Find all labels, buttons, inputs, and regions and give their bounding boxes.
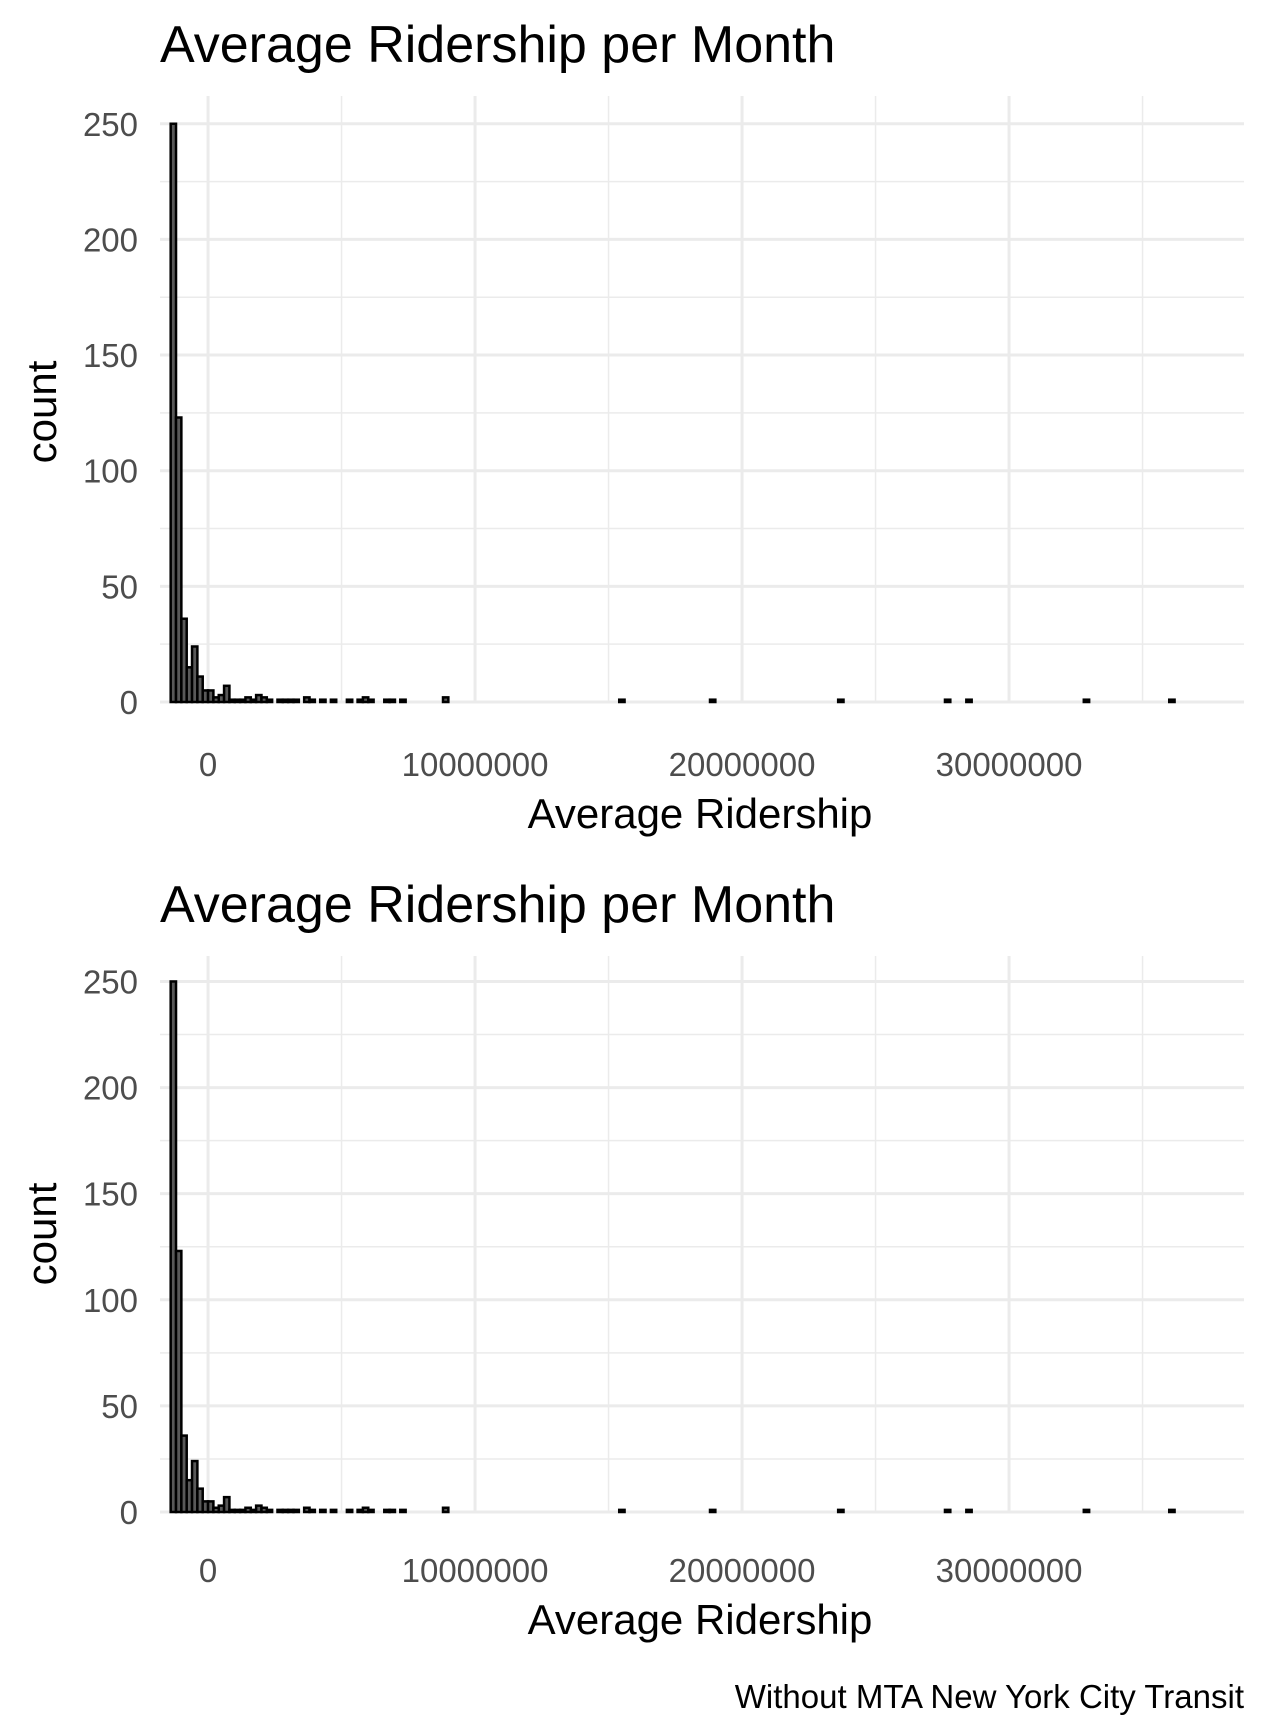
x-tick-label: 10000000 xyxy=(402,746,549,783)
histogram-bar xyxy=(222,684,231,704)
histogram-bar xyxy=(441,1506,450,1514)
histogram-bar xyxy=(617,698,626,704)
histogram-bar xyxy=(190,1459,199,1514)
histogram-bar xyxy=(943,698,952,704)
histogram-bar xyxy=(388,698,397,704)
histogram-bar xyxy=(617,1508,626,1514)
x-tick-label: 20000000 xyxy=(669,746,816,783)
histogram-bar xyxy=(1082,698,1091,704)
y-tick-label: 50 xyxy=(101,568,138,605)
gridlines xyxy=(160,96,1244,704)
y-tick-label: 200 xyxy=(83,221,138,258)
x-axis-title: Average Ridership xyxy=(528,790,873,837)
x-tick-label: 30000000 xyxy=(936,746,1083,783)
histogram-bar xyxy=(190,645,199,704)
histogram-bars xyxy=(169,980,1176,1514)
y-tick-label: 200 xyxy=(83,1070,138,1107)
y-axis-title: count xyxy=(18,1182,65,1285)
x-tick-label: 0 xyxy=(199,1552,217,1589)
histogram-panel-bottom: Average Ridership per Month 0 50 100 150 200… xyxy=(18,876,1244,1643)
x-tick-labels: 0 10000000 20000000 30000000 xyxy=(199,1552,1083,1589)
histogram-bar xyxy=(265,698,274,704)
x-tick-label: 20000000 xyxy=(669,1552,816,1589)
histogram-bars xyxy=(169,122,1176,704)
x-tick-labels: 0 10000000 20000000 30000000 xyxy=(199,746,1083,783)
histogram-bar xyxy=(265,1508,274,1514)
histogram-bar xyxy=(345,698,354,704)
histogram-bar xyxy=(308,1508,317,1514)
histogram-panel-top: Average Ridership per Month 0 50 100 150 200… xyxy=(18,16,1244,837)
histogram-bar xyxy=(180,617,188,704)
histogram-bar xyxy=(441,696,450,704)
histogram-bar xyxy=(965,1508,973,1514)
histogram-bar xyxy=(1082,1508,1091,1514)
histogram-bar xyxy=(708,1508,717,1514)
histogram-bar xyxy=(318,698,327,704)
histogram-bar xyxy=(708,698,717,704)
histogram-bar xyxy=(169,980,178,1514)
y-tick-label: 250 xyxy=(83,963,138,1000)
histogram-bar xyxy=(308,698,317,704)
x-tick-label: 0 xyxy=(199,746,217,783)
y-tick-label: 150 xyxy=(83,1176,138,1213)
histogram-bar xyxy=(169,122,178,704)
y-tick-label: 0 xyxy=(120,684,138,721)
histogram-bar xyxy=(367,1508,375,1514)
gridlines xyxy=(160,956,1244,1514)
histogram-bar xyxy=(174,416,183,704)
histogram-bar xyxy=(180,1434,188,1514)
y-tick-label: 100 xyxy=(83,453,138,490)
chart-title: Average Ridership per Month xyxy=(160,876,835,934)
histogram-bar xyxy=(399,698,407,704)
histogram-bar xyxy=(292,1508,301,1514)
histogram-bar xyxy=(329,1508,338,1514)
histogram-bar xyxy=(1167,698,1176,704)
y-tick-labels: 0 50 100 150 200 250 xyxy=(83,106,138,721)
y-tick-label: 100 xyxy=(83,1282,138,1319)
histogram-bar xyxy=(174,1249,183,1514)
caption: Without MTA New York City Transit xyxy=(735,1678,1244,1715)
histogram-bar xyxy=(943,1508,952,1514)
histogram-bar xyxy=(388,1508,397,1514)
y-axis-title: count xyxy=(18,360,65,463)
histogram-bar xyxy=(836,698,845,704)
histogram-bar xyxy=(222,1495,231,1514)
histogram-bar xyxy=(318,1508,327,1514)
histogram-bar xyxy=(345,1508,354,1514)
histogram-bar xyxy=(292,698,301,704)
histogram-bar xyxy=(965,698,973,704)
histogram-bar xyxy=(329,698,338,704)
y-tick-label: 150 xyxy=(83,337,138,374)
y-tick-labels: 0 50 100 150 200 250 xyxy=(83,963,138,1531)
x-tick-label: 30000000 xyxy=(936,1552,1083,1589)
y-tick-label: 0 xyxy=(120,1494,138,1531)
histogram-bar xyxy=(399,1508,407,1514)
chart-title: Average Ridership per Month xyxy=(160,16,835,74)
y-tick-label: 250 xyxy=(83,106,138,143)
x-tick-label: 10000000 xyxy=(402,1552,549,1589)
histogram-bar xyxy=(1167,1508,1176,1514)
histogram-bar xyxy=(367,698,375,704)
y-tick-label: 50 xyxy=(101,1388,138,1425)
x-axis-title: Average Ridership xyxy=(528,1596,873,1643)
histogram-bar xyxy=(836,1508,845,1514)
